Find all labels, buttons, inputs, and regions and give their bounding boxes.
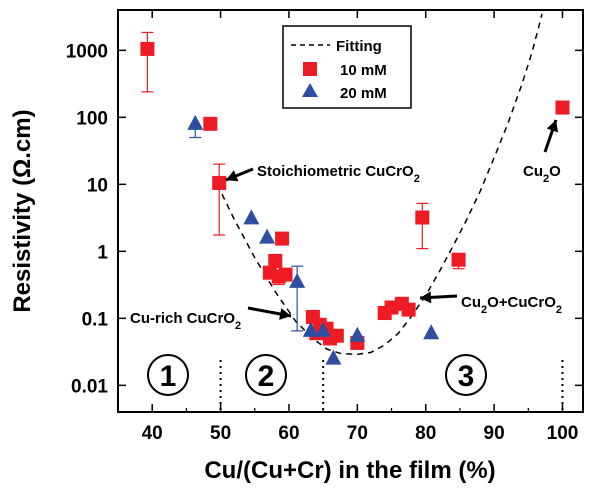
x-tick-label: 60 (278, 423, 299, 444)
y-tick-label: 0.01 (71, 376, 108, 397)
y-axis-label: Resistivity (Ω.cm) (9, 109, 36, 312)
point-20mm (423, 324, 440, 340)
legend-20mm-label: 20 mM (340, 85, 387, 102)
point-20mm (315, 321, 332, 337)
y-tick-label: 1000 (66, 41, 108, 62)
x-tick-label: 50 (210, 423, 231, 444)
legend-10mm-label: 10 mM (340, 62, 387, 79)
legend-fitting-label: Fitting (336, 38, 382, 55)
region-number: 3 (458, 360, 475, 393)
x-tick-label: 40 (142, 423, 163, 444)
x-axis-label: Cu/(Cu+Cr) in the film (%) (204, 457, 495, 484)
annotations-layer: 1 2 3 Stoichiometric CuCrO2 Cu-rich CuCrO2 Cu… (130, 119, 564, 412)
legend-20mm-swatch (302, 83, 318, 97)
point-20mm (289, 272, 306, 288)
region-circle (245, 354, 287, 396)
annotation-cu2o-cucro2: Cu2O+CuCrO2 (461, 294, 562, 316)
point-10mm (451, 252, 466, 267)
point-20mm (325, 349, 342, 365)
point-10mm (278, 267, 293, 282)
x-tick-label: 80 (415, 423, 436, 444)
point-20mm (349, 326, 366, 342)
point-20mm (259, 228, 276, 244)
arrow-cu2o-head (546, 120, 559, 133)
axis-ticks-layer: 40 50 60 70 80 90 100 0.01 0.1 1 10 100 1000 (66, 10, 583, 444)
point-20mm (187, 114, 204, 130)
point-10mm (555, 100, 570, 115)
point-20mm (302, 321, 319, 337)
region-number: 1 (160, 360, 177, 393)
fitting-curve-layer (216, 13, 543, 356)
point-10mm (140, 41, 155, 56)
region-number: 2 (258, 360, 275, 393)
annotation-cu-rich: Cu-rich CuCrO2 (130, 310, 241, 332)
point-10mm (212, 175, 227, 190)
data-points-layer (140, 41, 570, 365)
fitting-curve (216, 13, 543, 356)
x-tick-label: 100 (547, 423, 579, 444)
point-10mm (268, 253, 283, 268)
annotation-stoichiometric: Stoichiometric CuCrO2 (257, 163, 420, 185)
region-circle (445, 354, 487, 396)
x-tick-label: 90 (484, 423, 505, 444)
point-10mm (275, 231, 290, 246)
plot-frame (117, 9, 584, 413)
region-circle (147, 354, 189, 396)
point-10mm (203, 116, 218, 131)
point-10mm (329, 328, 344, 343)
legend: Fitting 10 mM 20 mM (282, 25, 412, 109)
point-10mm (415, 210, 430, 225)
annotation-cu2o: Cu2O (523, 163, 561, 185)
point-10mm (401, 302, 416, 317)
arrow-cu-rich-head (279, 308, 291, 320)
y-tick-label: 1 (97, 242, 108, 263)
arrow-cu2o-cucro2-head (420, 291, 432, 304)
legend-10mm-swatch (303, 62, 317, 76)
x-tick-label: 70 (347, 423, 368, 444)
arrow-stoichiometric-head (226, 170, 239, 182)
y-tick-label: 10 (87, 175, 108, 196)
point-20mm (243, 209, 260, 225)
y-tick-label: 0.1 (82, 309, 109, 330)
y-tick-label: 100 (76, 108, 108, 129)
